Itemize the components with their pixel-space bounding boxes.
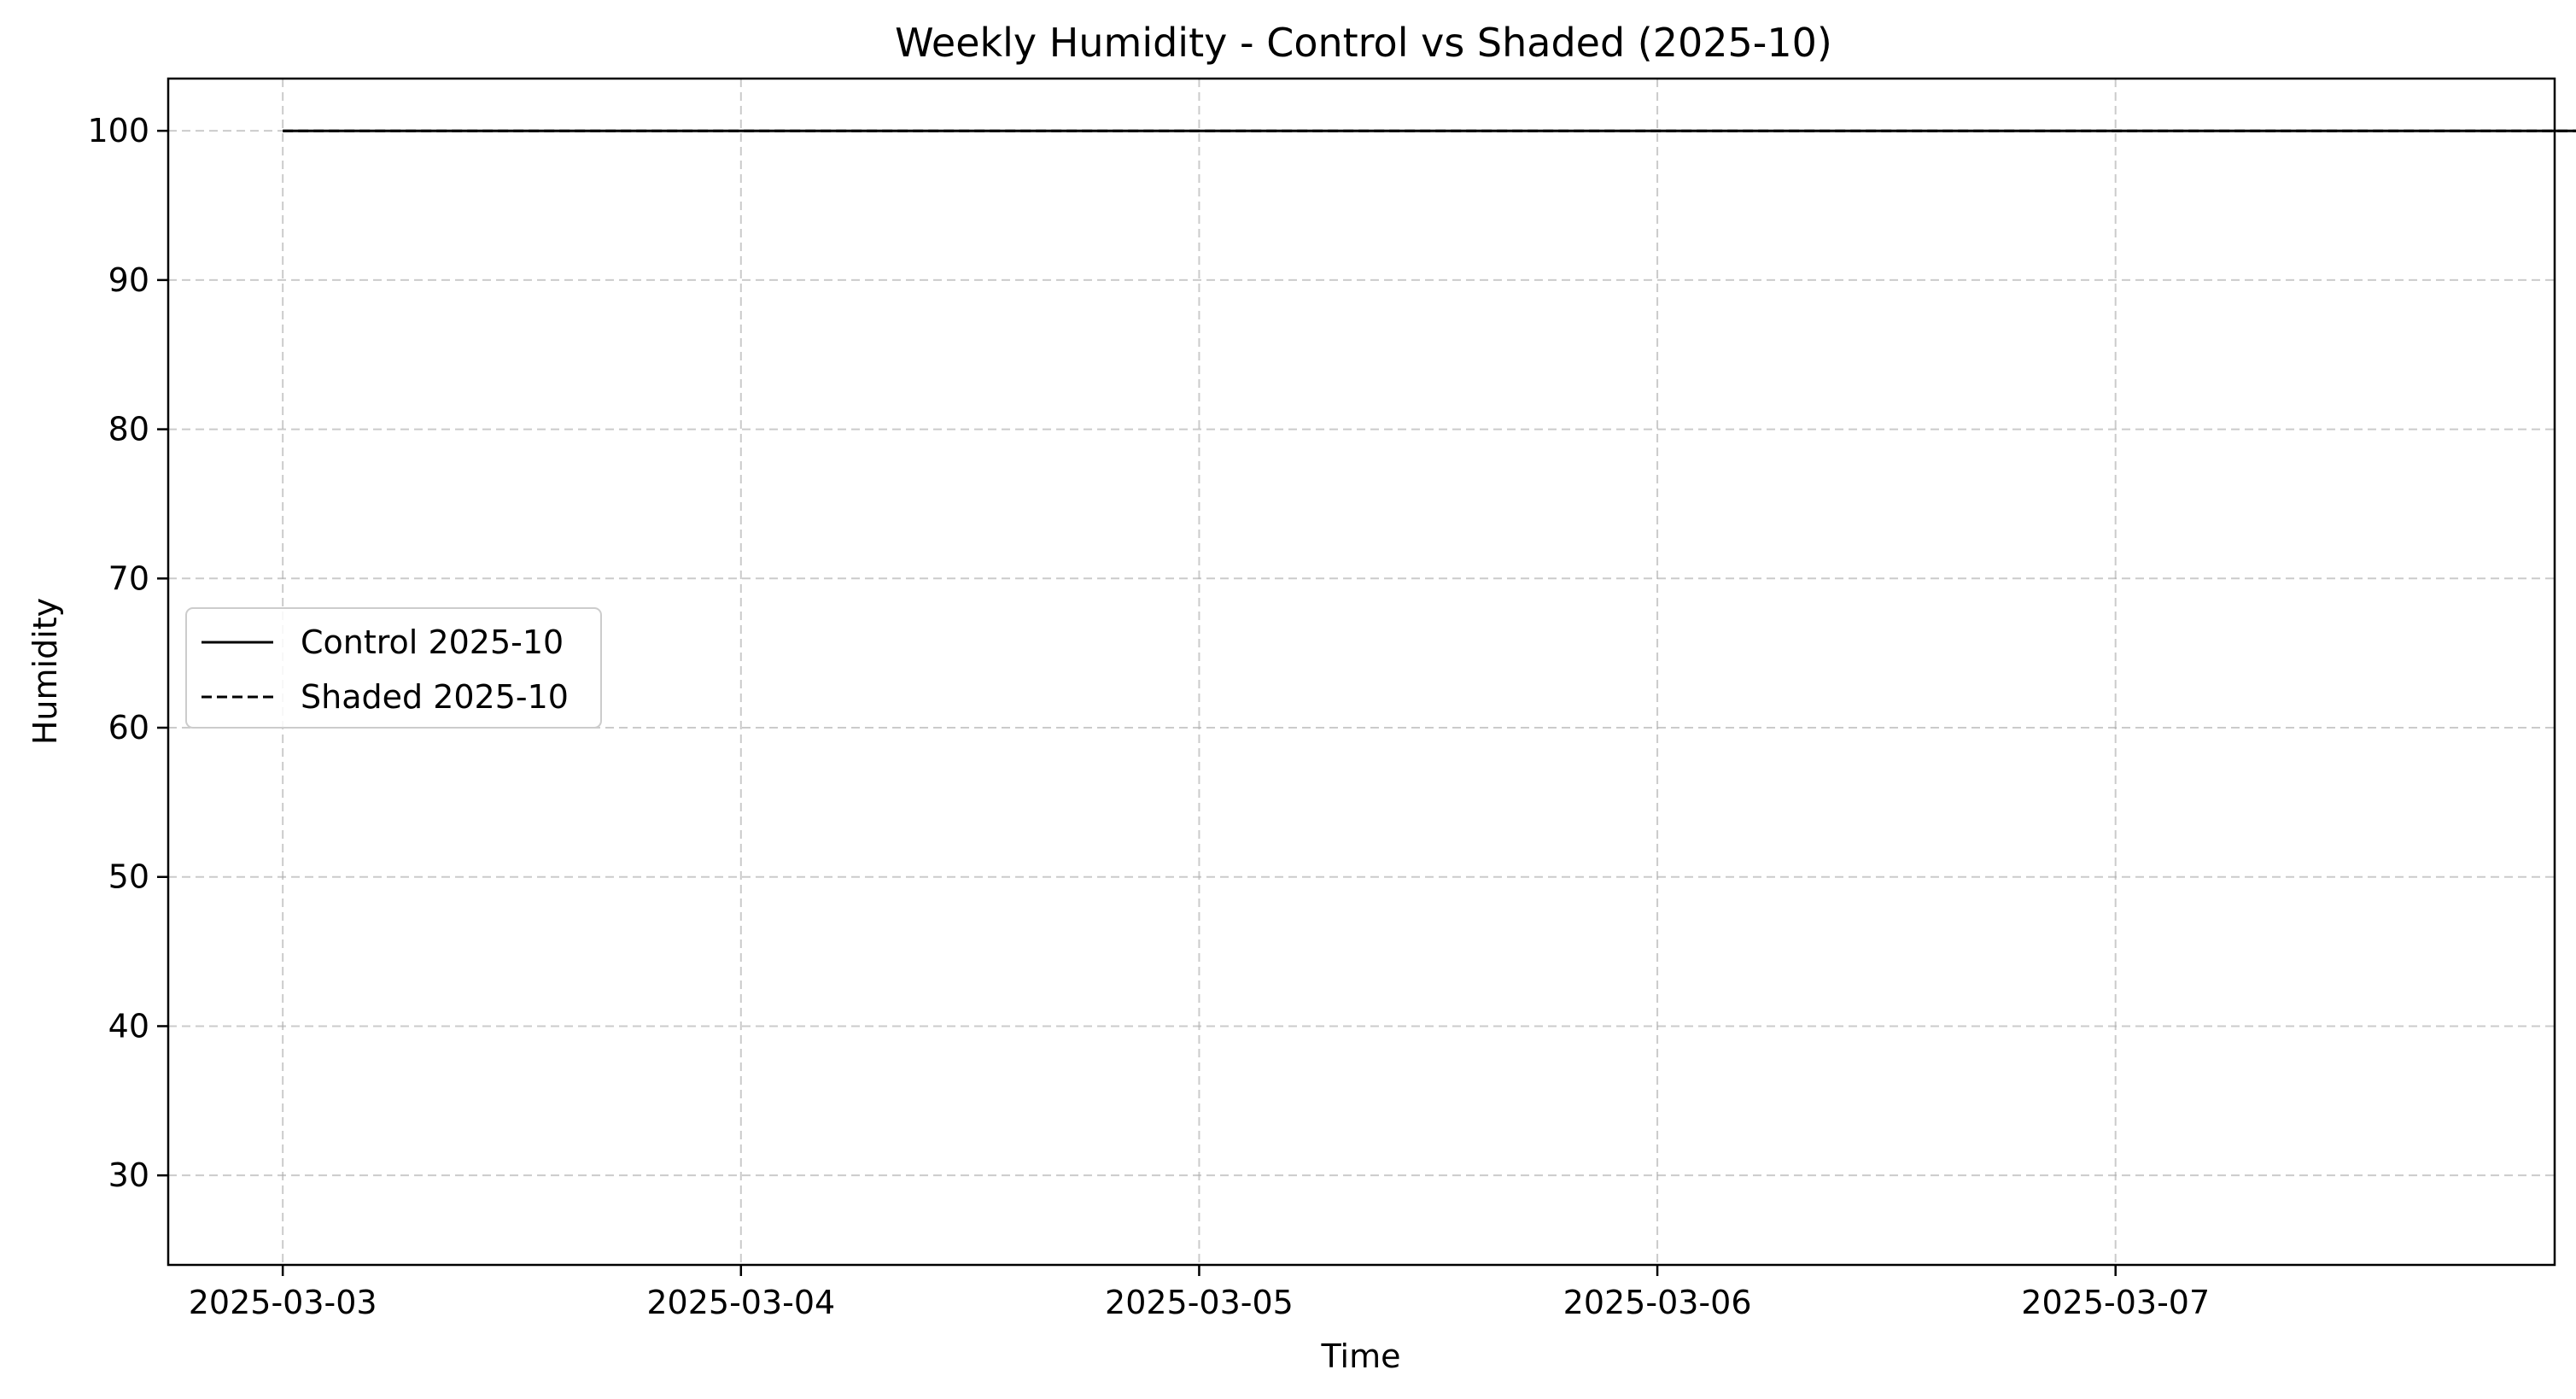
x-tick-label-3: 2025-03-06: [1563, 1284, 1752, 1321]
chart-title: Weekly Humidity - Control vs Shaded (202…: [895, 20, 1832, 66]
plot-area-frame: [166, 77, 2556, 1267]
y-tick-label-3: 60: [108, 709, 149, 746]
y-axis-ticks: 30 40 50 60 70 80 90 100: [87, 112, 168, 1194]
y-tick-label-0: 30: [108, 1156, 149, 1194]
legend-box: [185, 607, 602, 729]
legend-label-control: Control 2025-10: [301, 623, 564, 661]
x-tick-label-4: 2025-03-07: [2021, 1284, 2210, 1321]
y-tick-label-4: 70: [108, 559, 149, 597]
legend-label-shaded: Shaded 2025-10: [301, 678, 569, 716]
y-tick-label-2: 50: [108, 858, 149, 896]
x-tick-label-2: 2025-03-05: [1105, 1284, 1294, 1321]
y-tick-label-1: 40: [108, 1007, 149, 1045]
x-tick-label-1: 2025-03-04: [646, 1284, 835, 1321]
y-tick-label-5: 80: [108, 411, 149, 448]
y-tick-label-6: 90: [108, 261, 149, 299]
x-axis-ticks: 2025-03-03 2025-03-04 2025-03-05 2025-03-06…: [189, 1265, 2210, 1321]
legend: Control 2025-10 Shaded 2025-10: [185, 607, 602, 729]
x-axis-title: Time: [1321, 1338, 1401, 1375]
y-axis-title: Humidity: [26, 598, 64, 745]
x-tick-label-0: 2025-03-03: [189, 1284, 377, 1321]
y-tick-label-7: 100: [87, 112, 149, 149]
